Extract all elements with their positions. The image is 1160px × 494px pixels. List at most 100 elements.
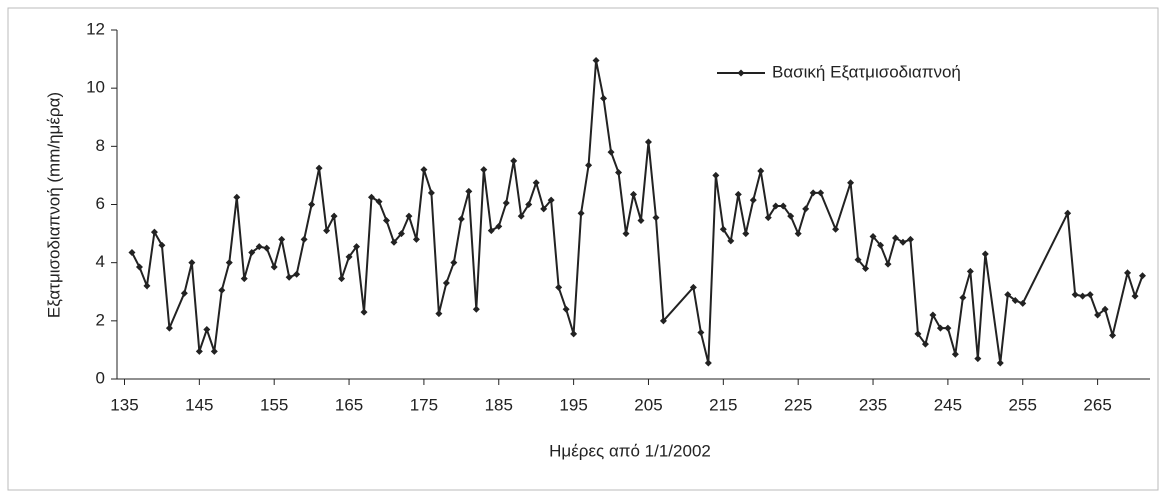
data-point bbox=[615, 169, 623, 177]
data-point bbox=[652, 214, 660, 222]
data-point bbox=[607, 148, 615, 156]
data-point bbox=[143, 282, 151, 290]
data-point bbox=[832, 225, 840, 233]
data-point bbox=[981, 250, 989, 258]
data-point bbox=[757, 167, 765, 175]
data-point bbox=[779, 202, 787, 210]
data-point bbox=[315, 164, 323, 172]
data-point bbox=[1101, 305, 1109, 313]
data-point bbox=[1131, 292, 1139, 300]
data-point bbox=[802, 205, 810, 213]
data-point bbox=[742, 230, 750, 238]
data-point bbox=[517, 212, 525, 220]
data-point bbox=[345, 253, 353, 261]
data-point bbox=[502, 199, 510, 207]
data-point bbox=[562, 305, 570, 313]
y-tick-label: 2 bbox=[96, 310, 105, 329]
x-tick-label: 205 bbox=[634, 395, 662, 414]
data-point bbox=[809, 189, 817, 197]
x-tick-label: 165 bbox=[335, 395, 363, 414]
data-point bbox=[450, 259, 458, 267]
data-point bbox=[719, 225, 727, 233]
data-point bbox=[592, 57, 600, 65]
data-point bbox=[412, 235, 420, 243]
data-point bbox=[135, 263, 143, 271]
data-point bbox=[862, 264, 870, 272]
data-point bbox=[914, 330, 922, 338]
data-point bbox=[817, 189, 825, 197]
data-point bbox=[180, 289, 188, 297]
data-point bbox=[338, 275, 346, 283]
data-point bbox=[405, 212, 413, 220]
data-point bbox=[270, 263, 278, 271]
data-point bbox=[899, 238, 907, 246]
y-tick-label: 12 bbox=[86, 19, 105, 38]
data-point bbox=[525, 201, 533, 208]
data-point bbox=[749, 196, 757, 204]
data-point bbox=[764, 214, 772, 222]
data-point bbox=[225, 259, 233, 267]
data-point bbox=[195, 347, 203, 355]
data-point bbox=[600, 94, 608, 102]
data-point bbox=[285, 273, 293, 281]
data-point bbox=[1071, 291, 1079, 299]
data-point bbox=[585, 161, 593, 169]
y-tick-label: 0 bbox=[96, 368, 105, 387]
y-tick-label: 6 bbox=[96, 194, 105, 213]
data-point bbox=[1011, 296, 1019, 304]
data-point bbox=[472, 305, 480, 313]
data-point bbox=[188, 259, 196, 267]
data-point bbox=[203, 326, 211, 334]
data-point bbox=[847, 179, 855, 187]
data-point bbox=[278, 235, 286, 243]
data-point bbox=[465, 187, 473, 195]
data-point bbox=[734, 190, 742, 198]
data-point bbox=[644, 138, 652, 146]
x-axis-label: Ημέρες από 1/1/2002 bbox=[549, 441, 711, 460]
x-tick-label: 265 bbox=[1083, 395, 1111, 414]
data-point bbox=[427, 189, 435, 197]
x-tick-label: 255 bbox=[1009, 395, 1037, 414]
data-point bbox=[532, 179, 540, 187]
data-point bbox=[787, 212, 795, 220]
data-point bbox=[570, 330, 578, 338]
data-point bbox=[697, 328, 705, 336]
x-tick-label: 155 bbox=[260, 395, 288, 414]
y-tick-label: 8 bbox=[96, 136, 105, 155]
data-point bbox=[480, 166, 488, 174]
data-point bbox=[936, 324, 944, 332]
x-tick-label: 225 bbox=[784, 395, 812, 414]
data-point bbox=[712, 171, 720, 179]
y-tick-label: 10 bbox=[86, 78, 105, 97]
data-point bbox=[854, 256, 862, 264]
data-point bbox=[158, 241, 166, 249]
data-point bbox=[906, 235, 914, 243]
data-point bbox=[622, 230, 630, 238]
x-tick-label: 245 bbox=[934, 395, 962, 414]
data-point bbox=[353, 243, 361, 251]
data-point bbox=[218, 286, 226, 294]
data-point bbox=[555, 283, 563, 291]
data-point bbox=[794, 230, 802, 238]
data-point bbox=[1086, 291, 1094, 299]
data-point bbox=[884, 260, 892, 268]
data-point bbox=[891, 234, 899, 242]
data-point bbox=[996, 359, 1004, 367]
data-point bbox=[375, 198, 383, 206]
data-point bbox=[397, 230, 405, 238]
data-point bbox=[869, 232, 877, 240]
data-point bbox=[540, 205, 548, 213]
data-point bbox=[263, 244, 271, 252]
data-point bbox=[659, 317, 667, 325]
chart-frame bbox=[7, 7, 1159, 491]
data-point bbox=[442, 279, 450, 287]
y-tick-label: 4 bbox=[96, 252, 105, 271]
data-point bbox=[330, 212, 338, 220]
data-point bbox=[727, 237, 735, 245]
data-point bbox=[248, 248, 256, 256]
data-point bbox=[293, 270, 301, 278]
data-point bbox=[704, 359, 712, 367]
data-point bbox=[959, 294, 967, 302]
data-point bbox=[1064, 209, 1072, 217]
